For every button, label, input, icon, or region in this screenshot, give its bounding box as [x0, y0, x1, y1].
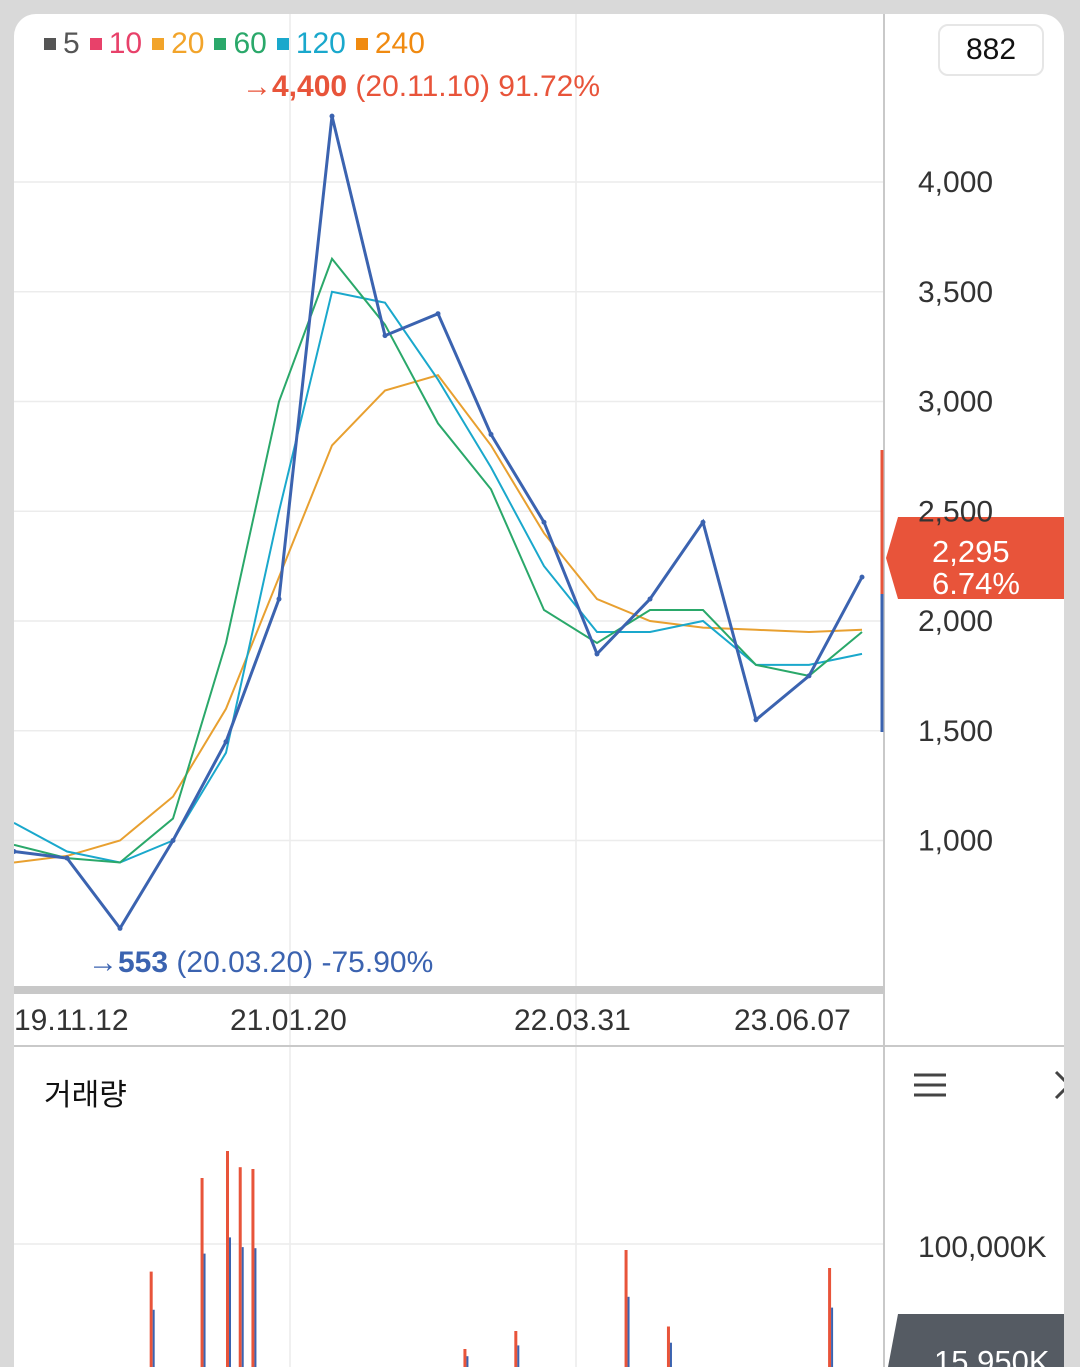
x-tick-label: 21.01.20	[230, 1004, 347, 1037]
series-line-120	[14, 290, 863, 864]
volume-axis-label: 100,000K	[918, 1231, 1046, 1264]
data-point	[276, 596, 282, 602]
data-point	[64, 855, 70, 861]
volume-bar	[463, 1349, 467, 1367]
legend-item[interactable]: 60	[214, 27, 267, 61]
series-line-price	[14, 115, 864, 931]
data-point	[117, 925, 123, 931]
data-point	[753, 717, 759, 723]
volume-bar	[514, 1331, 518, 1367]
y-tick-label: 1,500	[918, 715, 993, 748]
data-point	[859, 574, 865, 580]
low-detail: (20.03.20) -75.90%	[176, 946, 433, 979]
legend-swatch	[89, 38, 102, 50]
x-tick-label: 22.03.31	[514, 1004, 631, 1037]
y-tick-label: 2,000	[918, 605, 993, 638]
menu-icon[interactable]	[912, 1070, 948, 1100]
current-change: 6.74%	[932, 566, 1020, 601]
legend-swatch	[214, 38, 227, 50]
data-point	[700, 519, 706, 525]
legend-label: 120	[295, 27, 346, 60]
volume-bar	[229, 1237, 231, 1367]
data-point	[647, 596, 653, 602]
volume-bar	[238, 1167, 242, 1367]
data-point	[435, 311, 441, 317]
legend-swatch	[152, 38, 165, 50]
y-tick-label: 2,500	[918, 495, 993, 528]
y-tick-label: 3,500	[918, 276, 993, 309]
series-line-60	[14, 256, 863, 864]
close-icon[interactable]	[1052, 1068, 1064, 1102]
legend-swatch	[355, 38, 368, 50]
volume-bar	[466, 1356, 469, 1367]
volume-bar	[149, 1271, 153, 1367]
volume-bar	[254, 1248, 257, 1367]
legend-label: 60	[233, 27, 267, 60]
data-point	[223, 739, 229, 745]
volume-title: 거래량	[44, 1079, 127, 1112]
arrow-right-icon: →	[242, 70, 272, 103]
high-marker: →4,400 (20.11.10) 91.72%	[242, 70, 600, 103]
current-price: 2,295	[932, 534, 1010, 569]
volume-bar	[241, 1247, 244, 1367]
legend-label: 10	[108, 27, 143, 60]
volume-bar	[203, 1253, 206, 1367]
ma-legend[interactable]: 5 10 20 60 120 240	[44, 26, 435, 62]
legend-item[interactable]: 240	[355, 27, 425, 61]
volume-bar	[627, 1296, 630, 1367]
current-volume-badge	[888, 1314, 1064, 1367]
data-point	[14, 848, 17, 854]
count-box[interactable]: 882	[938, 24, 1044, 76]
current-price-text: 2,295 6.74%	[932, 536, 1020, 600]
x-tick-label: 23.06.07	[734, 1004, 851, 1037]
price-chart[interactable]: 4,000 3,500 3,000 2,500 2,000 1,500 1,000 19.1…	[14, 14, 1064, 1367]
low-marker: →553 (20.03.20) -75.90%	[88, 946, 433, 979]
volume-bar	[831, 1307, 834, 1367]
y-tick-label: 1,000	[918, 825, 993, 858]
low-value: 553	[118, 946, 168, 979]
y-tick-label: 3,000	[918, 386, 993, 419]
legend-swatch	[44, 38, 56, 50]
data-point	[329, 113, 335, 119]
current-volume: 15,950K	[934, 1344, 1050, 1367]
volume-bar	[226, 1151, 229, 1367]
legend-label: 5	[63, 27, 80, 60]
legend-item[interactable]: 10	[89, 27, 143, 61]
volume-bar	[666, 1326, 670, 1367]
series-line-240	[14, 374, 863, 864]
chart-card: 4,000 3,500 3,000 2,500 2,000 1,500 1,000 19.1…	[14, 14, 1064, 1367]
legend-swatch	[276, 38, 289, 50]
scrollbar[interactable]	[14, 986, 884, 994]
legend-item[interactable]: 5	[44, 27, 80, 61]
volume-bar	[200, 1178, 204, 1367]
volume-bar	[152, 1309, 155, 1367]
data-point	[170, 838, 176, 843]
volume-bar	[828, 1268, 832, 1367]
x-tick-label: 19.11.12	[14, 1004, 129, 1037]
data-point	[594, 651, 600, 657]
volume-bar	[251, 1169, 255, 1367]
y-tick-label: 4,000	[918, 166, 993, 199]
volume-bar	[624, 1250, 628, 1367]
data-point	[488, 431, 494, 437]
arrow-right-icon: →	[88, 946, 118, 979]
current-price-badge	[886, 517, 1064, 599]
volume-bar	[517, 1345, 520, 1367]
volume-bar	[669, 1342, 672, 1367]
legend-item[interactable]: 120	[276, 27, 346, 61]
high-detail: (20.11.10) 91.72%	[355, 70, 600, 103]
legend-label: 20	[171, 27, 205, 60]
legend-label: 240	[374, 27, 425, 60]
legend-item[interactable]: 20	[152, 27, 204, 61]
data-point	[806, 673, 812, 679]
data-point	[382, 333, 388, 339]
data-point	[541, 519, 547, 525]
high-value: 4,400	[272, 70, 347, 103]
